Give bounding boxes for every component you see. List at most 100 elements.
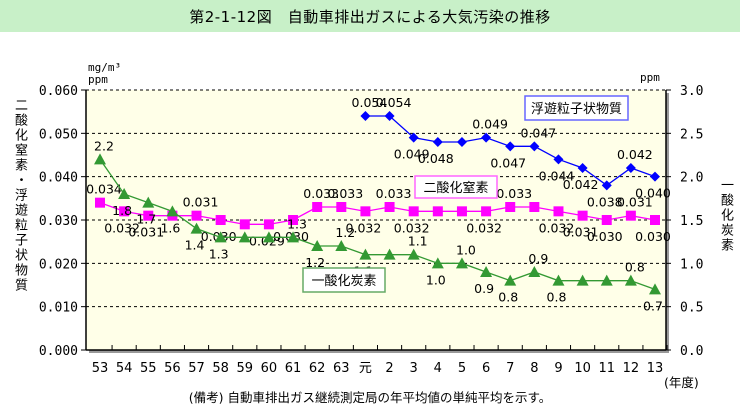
marker-triangle (166, 205, 179, 217)
data-label: 0.033 (376, 186, 412, 201)
data-label: 0.032 (539, 220, 575, 235)
marker-square (384, 202, 395, 212)
left-tick-label: 0.020 (39, 257, 78, 272)
data-label: 0.030 (587, 229, 623, 244)
data-label: 0.033 (327, 186, 363, 201)
chart-title: 第2-1-12図 自動車排出ガスによる大気汚染の推移 (0, 0, 740, 32)
data-label: 1.3 (287, 216, 307, 231)
data-label: 0.054 (376, 95, 412, 110)
data-label: 1.3 (209, 246, 229, 261)
data-label: 0.032 (104, 220, 140, 235)
marker-square (481, 206, 492, 217)
data-label: 0.7 (643, 298, 663, 313)
marker-triangle (190, 222, 203, 234)
data-label: 0.048 (418, 151, 454, 166)
x-tick-label: 8 (530, 361, 538, 376)
data-label: 0.049 (394, 147, 430, 162)
right-tick-label: 3.0 (680, 84, 703, 99)
data-label: 0.032 (346, 220, 382, 235)
data-label: 0.031 (128, 225, 164, 240)
marker-triangle (142, 196, 155, 208)
data-label: 0.031 (617, 195, 653, 210)
marker-triangle (287, 231, 300, 243)
left-tick-label: 0.040 (39, 171, 78, 186)
x-tick-label: 13 (647, 361, 664, 376)
right-unit-ppm: ppm (640, 71, 660, 84)
right-tick-label: 2.5 (680, 127, 703, 142)
x-tick-label: 4 (434, 361, 442, 376)
right-tick-label: 2.0 (680, 171, 703, 186)
marker-diamond (625, 163, 636, 173)
data-label: 1.2 (305, 255, 325, 270)
marker-triangle (238, 231, 251, 243)
data-label: 0.038 (587, 194, 623, 209)
marker-square (650, 215, 660, 225)
x-tick-label: 2 (385, 361, 393, 376)
marker-triangle (214, 231, 227, 243)
marker-triangle (359, 248, 372, 260)
data-label: 0.033 (496, 186, 532, 201)
marker-square (601, 215, 612, 225)
marker-diamond (456, 137, 467, 147)
data-label: 0.8 (625, 260, 645, 275)
x-tick-label: 61 (285, 361, 302, 376)
data-label: 1.0 (426, 272, 446, 287)
marker-triangle (262, 231, 275, 243)
data-label: 0.047 (490, 155, 526, 170)
marker-triangle (600, 274, 613, 286)
marker-triangle (552, 274, 565, 286)
x-tick-label: 60 (261, 361, 278, 376)
marker-square (215, 215, 226, 225)
marker-diamond (408, 132, 419, 143)
left-tick-label: 0.000 (39, 344, 78, 359)
legend-co-box (302, 267, 386, 293)
data-label: 0.8 (547, 290, 567, 305)
marker-triangle (649, 283, 661, 295)
marker-square (336, 202, 347, 212)
data-label: 0.031 (183, 195, 219, 210)
data-label: 0.033 (303, 186, 339, 201)
legend-co-label: 一酸化炭素 (311, 274, 376, 289)
footnote: (備考) 自動車排出ガス継続測定局の年平均値の単純平均を示す。 (188, 390, 552, 405)
x-tick-label: 6 (482, 361, 490, 376)
marker-triangle (94, 153, 106, 165)
marker-diamond (384, 111, 395, 121)
x-tick-label: 54 (116, 361, 133, 376)
data-label: 0.9 (528, 251, 548, 266)
legend-no2-box (414, 175, 498, 199)
data-label: 0.042 (563, 177, 599, 192)
marker-diamond (432, 137, 443, 147)
x-tick-label: 7 (506, 361, 514, 376)
right-tick-label: 0.0 (680, 344, 703, 359)
marker-square (312, 202, 323, 212)
data-label: 0.044 (539, 168, 575, 183)
marker-square (577, 210, 588, 221)
x-tick-label: 57 (188, 361, 205, 376)
x-tick-label: 55 (140, 361, 157, 376)
marker-triangle (383, 248, 396, 260)
x-tick-label: 56 (164, 361, 181, 376)
marker-square (263, 219, 274, 230)
data-label: 1.4 (185, 238, 205, 253)
marker-square (456, 206, 467, 217)
x-axis-unit: (年度) (664, 375, 699, 390)
data-label: 0.040 (635, 186, 671, 201)
marker-triangle (528, 266, 541, 277)
marker-triangle (311, 240, 324, 251)
x-tick-label: 5 (458, 361, 466, 376)
data-label: 0.031 (563, 225, 599, 240)
data-label: 0.034 (86, 182, 122, 197)
marker-diamond (601, 180, 612, 191)
legend-no2-label: 二酸化窒素 (423, 180, 488, 196)
legend-spm-label: 浮遊粒子状物質 (531, 102, 622, 117)
marker-square (529, 202, 540, 212)
marker-triangle (504, 274, 517, 286)
marker-square (553, 206, 564, 217)
marker-diamond (529, 141, 540, 152)
marker-square (239, 219, 250, 230)
data-label: 1.0 (456, 242, 476, 257)
legend-spm-box (524, 95, 629, 121)
data-label: 0.049 (472, 117, 508, 132)
marker-triangle (455, 257, 468, 269)
data-label: 1.7 (136, 212, 156, 227)
